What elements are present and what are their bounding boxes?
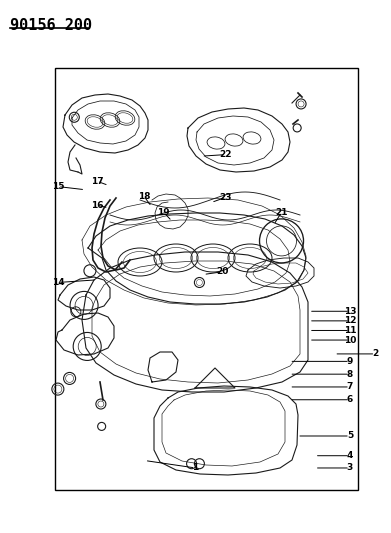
Text: 21: 21 — [275, 208, 288, 216]
Text: 13: 13 — [344, 307, 356, 316]
Text: 1: 1 — [192, 464, 199, 472]
Text: 20: 20 — [216, 268, 228, 276]
Text: 18: 18 — [138, 192, 150, 200]
Text: 4: 4 — [347, 451, 353, 460]
Bar — [55, 68, 358, 490]
Text: 90156 200: 90156 200 — [10, 18, 92, 33]
Text: 12: 12 — [344, 317, 356, 325]
Text: 16: 16 — [91, 201, 103, 209]
Text: 22: 22 — [220, 150, 232, 159]
Text: 11: 11 — [344, 326, 356, 335]
Text: 5: 5 — [347, 432, 353, 440]
Text: 23: 23 — [220, 193, 232, 201]
Text: 8: 8 — [347, 370, 353, 378]
Text: 7: 7 — [347, 383, 353, 391]
Text: 3: 3 — [347, 464, 353, 472]
Text: 10: 10 — [344, 336, 356, 344]
Text: 2: 2 — [372, 350, 378, 358]
Text: 14: 14 — [52, 278, 64, 287]
Text: 19: 19 — [157, 208, 170, 216]
Text: 9: 9 — [347, 357, 353, 366]
Text: 17: 17 — [91, 177, 103, 185]
Text: 15: 15 — [52, 182, 64, 191]
Text: 6: 6 — [347, 395, 353, 404]
